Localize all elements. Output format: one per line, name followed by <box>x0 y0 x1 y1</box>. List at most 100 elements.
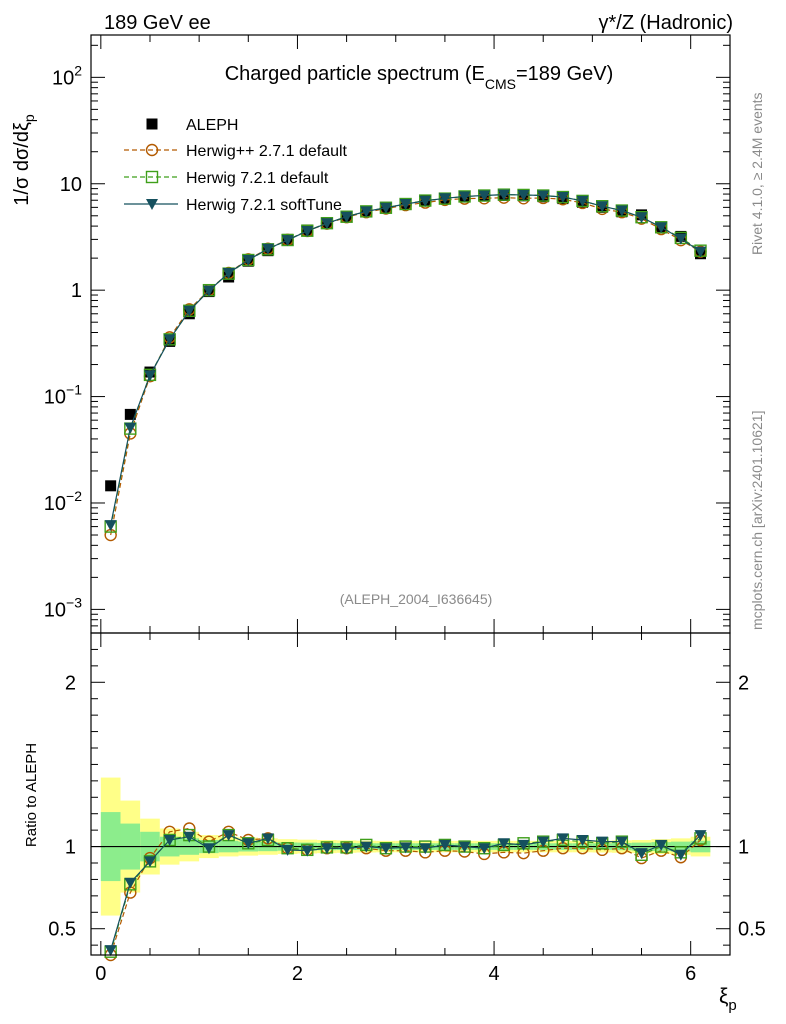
data-point <box>635 212 648 224</box>
x-tick-label: 0 <box>95 963 106 985</box>
legend-label: Herwig++ 2.7.1 default <box>186 143 348 160</box>
data-point <box>301 225 314 237</box>
legend-label: Herwig 7.2.1 default <box>186 170 329 187</box>
main-ylabel-text: 1/σ dσ/dξ <box>11 122 33 206</box>
series-line <box>110 197 701 536</box>
y-tick-base: 10 <box>60 174 82 196</box>
data-point <box>242 255 255 267</box>
main-title-tail: =189 GeV) <box>516 63 613 85</box>
data-point <box>320 218 333 230</box>
y-tick-base: 10 <box>44 493 66 515</box>
ratio-point <box>655 839 668 851</box>
data-point <box>576 195 589 207</box>
ratio-point <box>124 877 137 889</box>
ratio-point <box>320 843 333 855</box>
x-tick-label: 4 <box>488 963 499 985</box>
data-point <box>222 267 235 279</box>
ratio-point <box>379 843 392 855</box>
ratio-axis-ticks: 0.5 0.5 1 1 2 2 0 2 4 6 <box>48 633 766 985</box>
data-point <box>674 233 687 245</box>
ratio-point <box>222 830 235 842</box>
data-point <box>556 192 569 204</box>
y-tick-label: 10 <box>60 174 82 196</box>
ratio-ylabel: Ratio to ALEPH <box>23 743 40 847</box>
data-point <box>202 285 215 297</box>
data-point <box>124 422 137 434</box>
y-tick-exponent: 2 <box>74 62 82 78</box>
y-tick-base: 10 <box>52 67 74 89</box>
legend-marker <box>146 118 158 130</box>
ratio-point <box>694 830 707 842</box>
legend-marker <box>145 170 159 184</box>
y-tick-base: 1 <box>71 280 82 302</box>
data-point <box>360 206 373 218</box>
ratio-y-tick-label-right: 0.5 <box>738 919 766 941</box>
ratio-series-2 <box>104 830 707 957</box>
series-3 <box>104 189 707 532</box>
ratio-point <box>419 843 432 855</box>
data-point <box>105 480 117 492</box>
mcplots-label: mcplots.cern.ch [arXiv:2401.10621] <box>749 411 765 630</box>
series-line <box>110 194 701 527</box>
y-tick-exponent: −2 <box>66 488 82 504</box>
series-1 <box>104 191 707 542</box>
x-axis-label: ξp <box>719 985 737 1014</box>
data-point <box>615 205 628 217</box>
data-point <box>183 305 196 317</box>
y-tick-label: 10−1 <box>44 382 82 409</box>
ratio-point <box>340 843 353 855</box>
ratio-y-tick-label: 0.5 <box>48 919 76 941</box>
ratio-y-tick-label: 2 <box>65 672 76 694</box>
header-right: γ*/Z (Hadronic) <box>599 12 733 34</box>
ratio-y-tick-label-right: 1 <box>738 837 749 859</box>
ratio-y-tick-label-right: 2 <box>738 672 749 694</box>
ratio-y-tick-label: 1 <box>65 837 76 859</box>
y-tick-base: 10 <box>44 599 66 621</box>
ratio-point <box>281 844 294 856</box>
ratio-point <box>242 838 255 850</box>
data-point <box>399 199 412 211</box>
main-title-text: Charged particle spectrum (E <box>225 63 485 85</box>
legend: ALEPH Herwig++ 2.7.1 default Herwig 7.2.1 … <box>124 117 348 214</box>
ratio-point <box>497 838 510 850</box>
series-line <box>110 194 701 526</box>
y-tick-label: 102 <box>52 62 82 89</box>
series-0 <box>105 190 707 492</box>
legend-label: ALEPH <box>186 117 238 134</box>
data-point <box>596 201 609 213</box>
data-point <box>655 222 668 234</box>
x-tick-label: 6 <box>685 963 696 985</box>
ratio-point <box>635 848 648 860</box>
data-point <box>458 191 471 203</box>
main-ylabel-sub: p <box>21 114 37 122</box>
ratio-point <box>517 839 530 851</box>
series-2 <box>104 188 707 533</box>
ratio-point <box>143 856 156 868</box>
x-tick-label: 2 <box>292 963 303 985</box>
main-title: Charged particle spectrum (ECMS=189 GeV) <box>225 63 614 92</box>
legend-label: Herwig 7.2.1 softTune <box>186 197 342 214</box>
data-point <box>163 334 176 346</box>
ratio-point <box>399 842 412 854</box>
x-axis-label-text: ξ <box>719 985 728 1008</box>
ratio-point <box>674 849 687 861</box>
header-left: 189 GeV ee <box>104 12 211 34</box>
ratio-point <box>261 833 274 845</box>
data-point <box>104 520 117 532</box>
rivet-label: Rivet 4.1.0, ≥ 2.4M events <box>749 92 765 255</box>
main-series-layer <box>104 188 707 542</box>
ratio-point <box>556 833 569 845</box>
data-point <box>419 195 432 207</box>
data-point <box>694 246 707 258</box>
ratio-point <box>537 836 550 848</box>
data-point <box>497 189 510 201</box>
data-point <box>537 190 550 202</box>
ratio-point <box>104 945 117 957</box>
y-tick-label: 10−3 <box>44 594 82 621</box>
data-point <box>261 243 274 255</box>
data-point <box>478 190 491 202</box>
analysis-watermark: (ALEPH_2004_I636645) <box>340 591 493 607</box>
data-point <box>517 189 530 201</box>
